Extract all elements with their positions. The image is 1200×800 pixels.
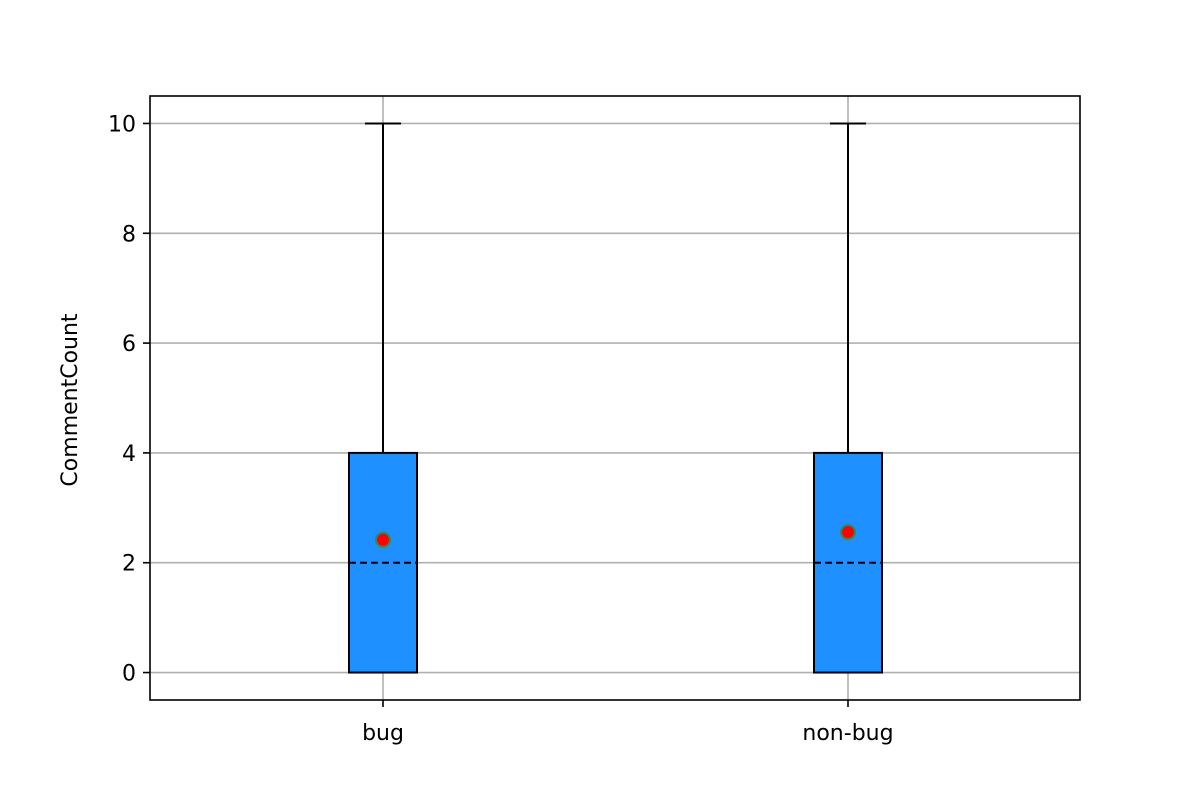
- box-non-bug: [813, 122, 883, 674]
- mean-marker: [375, 531, 391, 548]
- y-axis-label: CommentCount: [58, 313, 83, 486]
- x-tick-label: non-bug: [802, 721, 893, 746]
- y-tick-label: 4: [122, 442, 136, 467]
- ticks: 0 2 4 6 8 10 bug non-bug: [108, 112, 894, 746]
- y-tick-label: 8: [122, 222, 136, 247]
- box-bug: [348, 122, 418, 674]
- y-tick-label: 2: [122, 552, 136, 577]
- boxes: [348, 122, 883, 674]
- x-tick-label: bug: [362, 721, 404, 746]
- y-tick-label: 6: [122, 332, 136, 357]
- y-tick-label: 0: [122, 662, 136, 687]
- y-tick-label: 10: [108, 112, 136, 137]
- plot-frame: [149, 95, 1081, 701]
- mean-marker: [840, 523, 856, 540]
